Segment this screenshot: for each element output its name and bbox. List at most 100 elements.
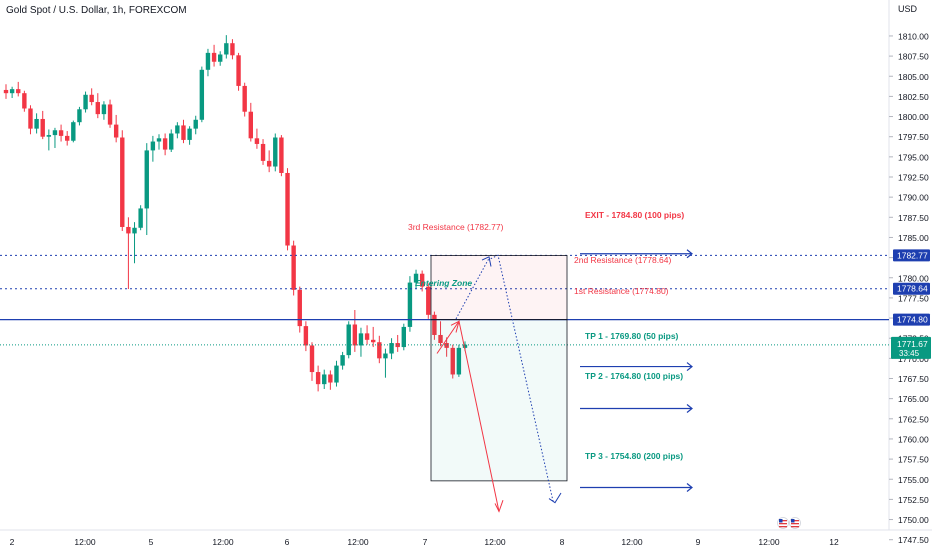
candle-body [211,52,217,62]
y-tick-label: 1785.00 [898,233,929,243]
candle-body [456,347,462,375]
candle-body [193,119,198,129]
y-tick-label: 1765.00 [898,394,929,404]
y-tick-label: 1800.00 [898,112,929,122]
candle-body [224,43,229,55]
candle-body [413,273,419,283]
exit-label: EXIT - 1784.80 (100 pips) [585,210,684,220]
candle-body [273,137,278,167]
us-flag-event-icon[interactable] [777,517,789,529]
axis-price-tag [893,282,930,295]
candle-body [450,347,455,375]
tp2-label: TP 2 - 1764.80 (100 pips) [585,371,683,381]
axis-price-tag-text: 1778.64 [897,284,928,294]
candle-body [248,111,253,139]
candle-body [46,135,52,137]
current-price-tag [891,336,931,359]
tp2-marker-arrowhead [686,404,693,413]
y-tick-label: 1797.50 [898,132,929,142]
candle-body [107,104,113,125]
candle-body [254,138,260,144]
candle-body [187,128,192,140]
drawings-layer[interactable] [0,249,889,513]
candle-body [364,333,370,340]
candle-body [407,282,413,327]
stop-zone-box[interactable] [430,255,568,321]
y-tick-label: 1777.50 [898,293,929,303]
y-tick-label: 1767.50 [898,374,929,384]
candle-body [58,130,64,136]
candle-body [77,109,82,123]
y-tick-label: 1755.00 [898,475,929,485]
candle-body [175,125,180,134]
x-tick-label: 12 [829,537,839,547]
candles-layer [3,35,468,392]
target-zone-box[interactable] [430,319,568,482]
candle-body [28,108,33,129]
candle-body [291,245,296,290]
candle-body [132,227,137,234]
candle-body [52,130,58,136]
y-tick-label: 1762.50 [898,414,929,424]
x-tick-label: 12:00 [347,537,369,547]
axis-price-tag [893,313,930,326]
candle-body [22,93,27,109]
candle-body [395,343,400,348]
x-tick-label: 2 [10,537,15,547]
us-flag-event-icon[interactable] [789,517,801,529]
candle-body [432,314,437,335]
candle-body [315,372,321,385]
x-tick-label: 9 [696,537,701,547]
candle-body [242,85,247,112]
x-tick-label: 7 [423,537,428,547]
candle-body [303,326,309,346]
candle-body [377,342,382,359]
y-tick-label: 1757.50 [898,455,929,465]
countdown-text: 33:45 [899,349,920,358]
y-tick-label: 1752.50 [898,495,929,505]
candle-body [419,273,425,287]
candle-body [236,55,241,86]
candle-body [169,133,174,150]
candle-body [340,355,345,366]
y-tick-label: 1760.00 [898,434,929,444]
symbol-title: Gold Spot / U.S. Dollar, 1h, FOREXCOM [6,5,187,16]
y-tick-label: 1750.00 [898,515,929,525]
candle-body [346,324,351,356]
candle-body [322,374,327,385]
y-tick-label: 1807.50 [898,52,929,62]
candle-body [389,343,394,354]
currency-label: USD [898,4,918,14]
exit-marker-arrowhead [686,249,693,259]
candle-body [260,143,266,161]
y-tick-label: 1792.50 [898,173,929,183]
y-tick-label: 1747.50 [898,535,929,545]
x-tick-label: 6 [285,537,290,547]
candle-body [65,135,70,141]
candle-body [120,137,125,227]
candle-body [266,160,272,167]
y-tick-label: 1802.50 [898,92,929,102]
x-tick-label: 12:00 [212,537,234,547]
tp3-marker-arrowhead [686,483,693,492]
candle-body [95,102,100,115]
x-tick-label: 12:00 [621,537,643,547]
candle-body [462,344,468,348]
y-tick-label: 1805.00 [898,72,929,82]
candle-body [328,374,333,383]
candle-body [3,89,9,94]
labels-layer: EXIT - 1784.80 (100 pips) 3rd Resistance … [408,210,931,529]
blue-arrow-head-down [548,492,562,504]
y-tick-label: 1780.00 [898,273,929,283]
tp3-label: TP 3 - 1754.80 (200 pips) [585,451,683,461]
x-tick-label: 12:00 [74,537,96,547]
axis-price-tag-text: 1782.77 [897,250,928,260]
candle-body [279,137,284,173]
x-tick-label: 12:00 [758,537,780,547]
blue-projection-arrow[interactable] [455,254,554,502]
candle-body [83,94,88,110]
candle-body [89,94,94,103]
axis-price-tag [893,249,930,262]
candle-body [285,172,290,246]
